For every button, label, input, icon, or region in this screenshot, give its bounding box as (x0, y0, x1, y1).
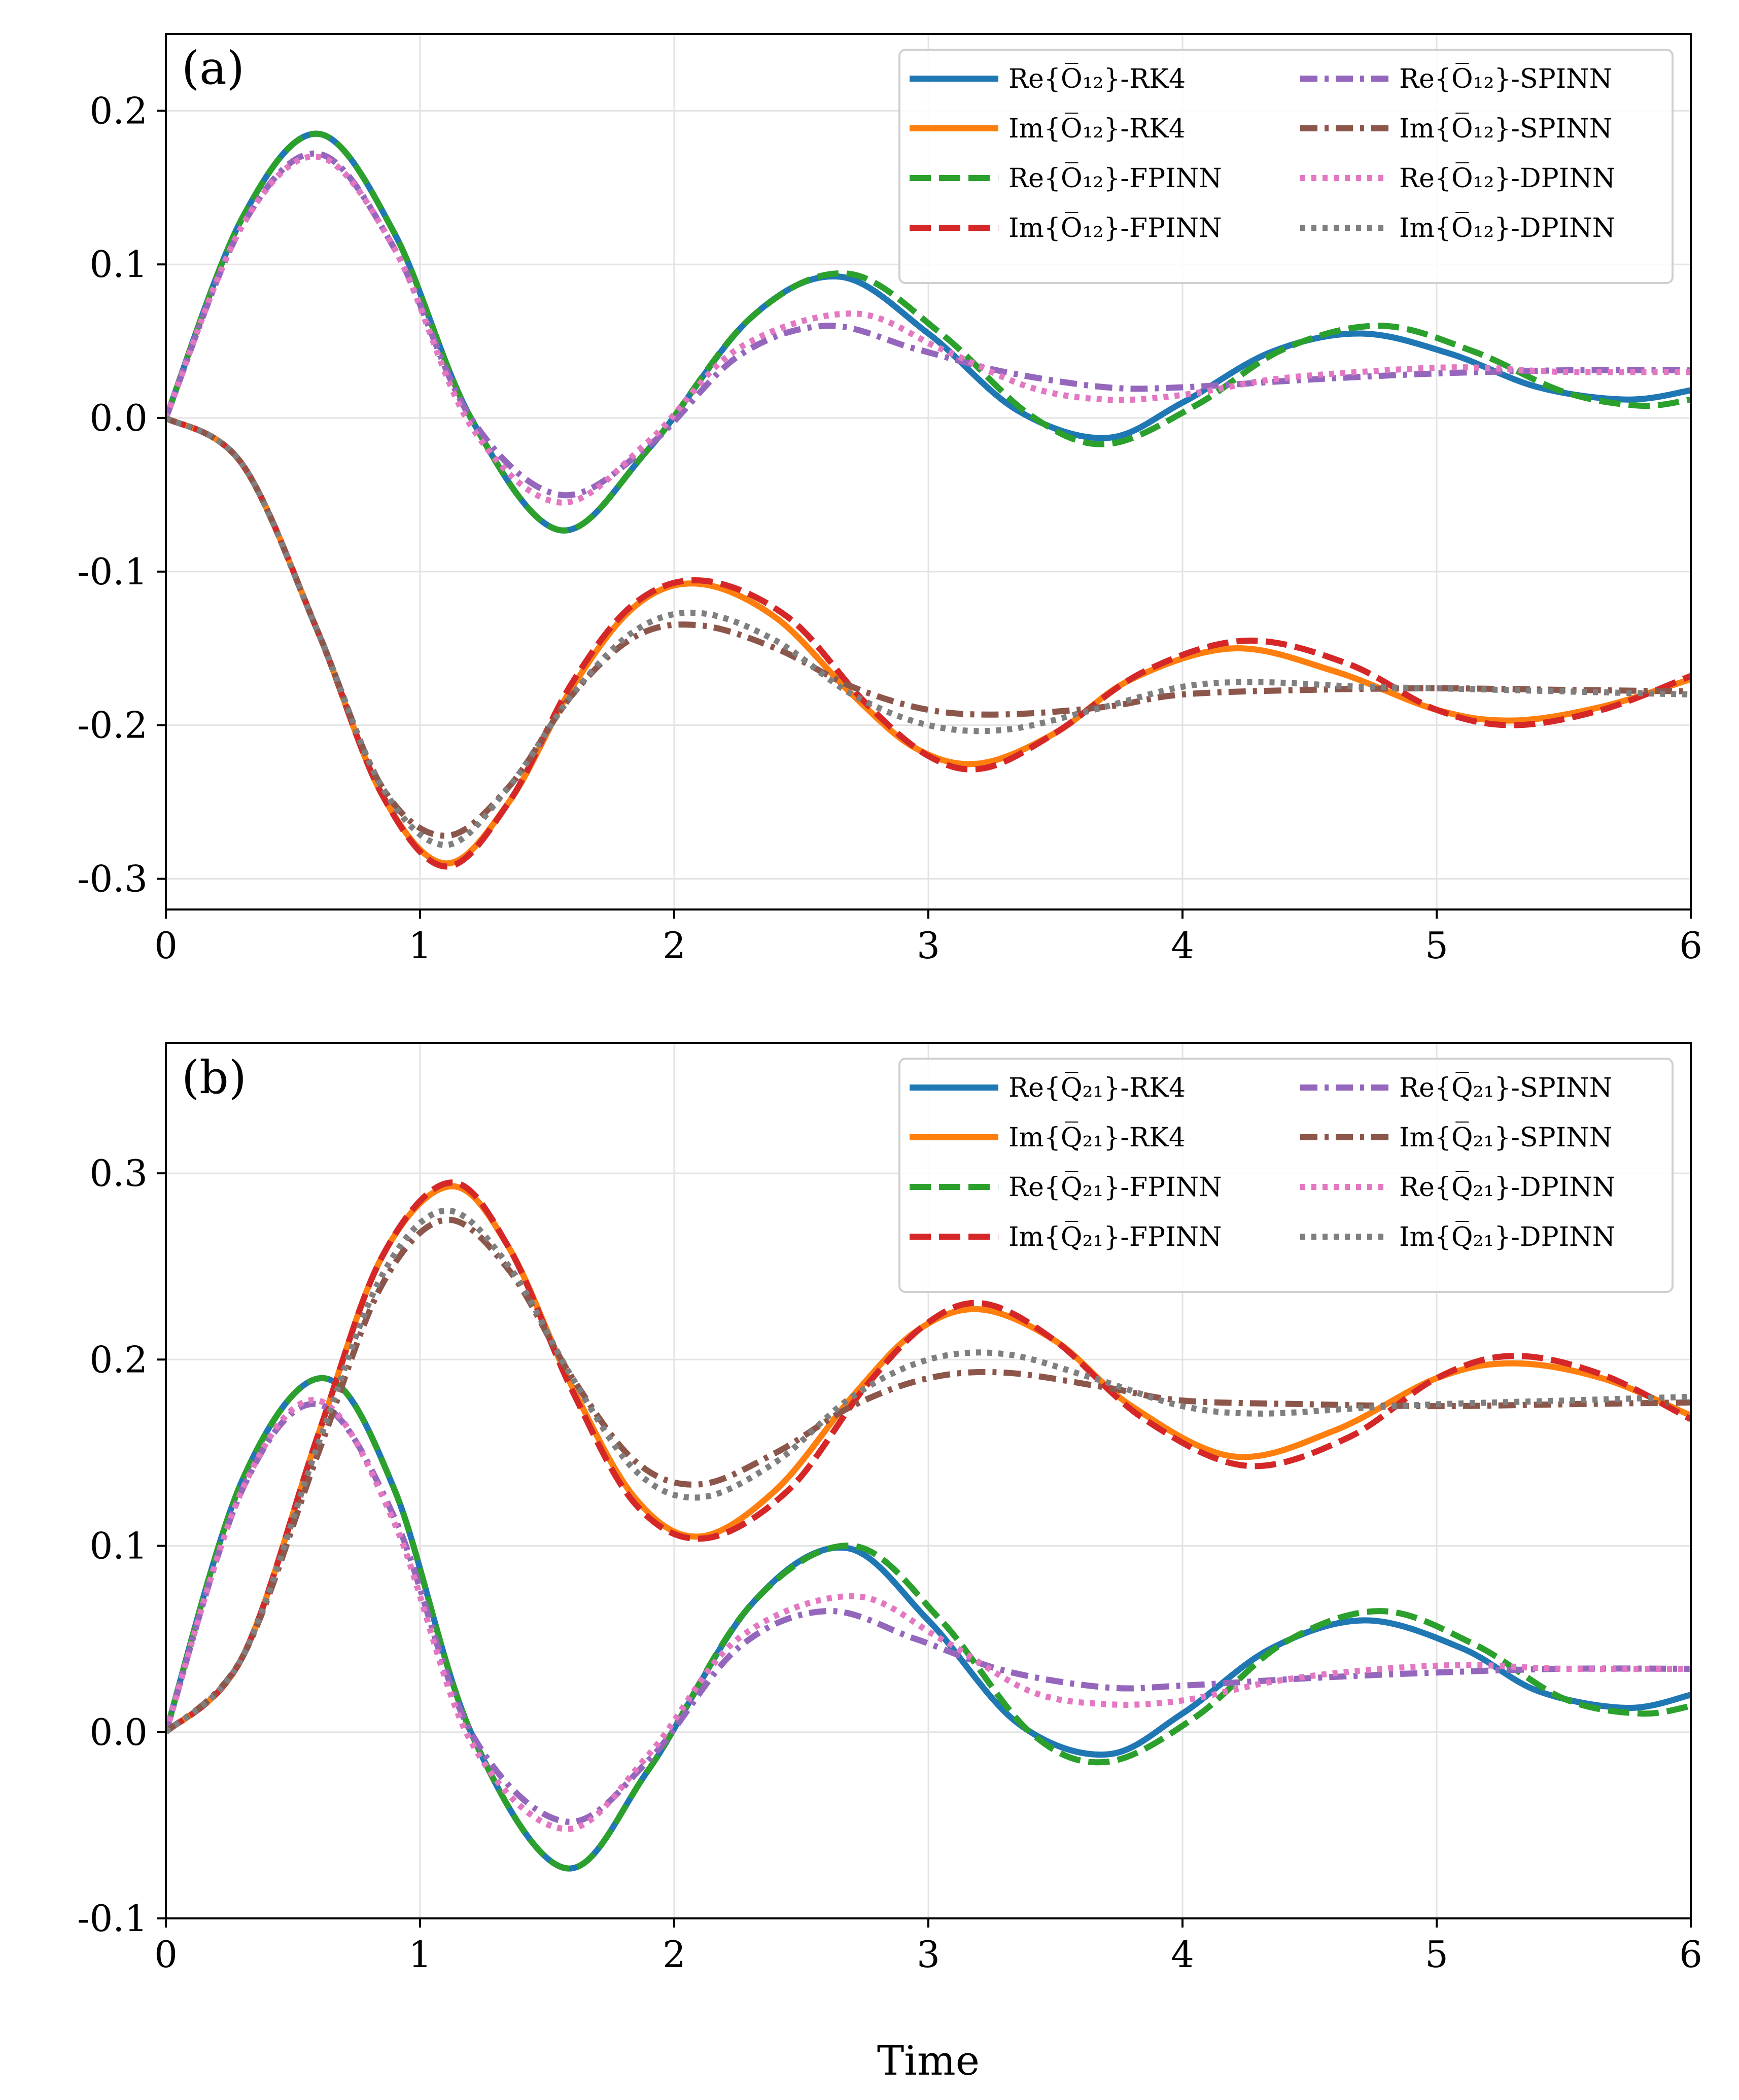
series-line-im-spinn (166, 1216, 1691, 1735)
series-line-re-rk4 (166, 130, 1691, 534)
legend-label: Im{Q̅₂₁}-DPINN (1399, 1220, 1615, 1252)
ticks-a: 0 1 2 3 4 5 6 -0.3 -0.2 -0.1 0.0 0.1 0.2 (77, 89, 1702, 967)
x-tick-label: 0 (154, 1933, 178, 1976)
series-line-re-fpinn (166, 130, 1691, 534)
panel-label-a: (a) (182, 42, 245, 95)
x-tick-label: 0 (154, 924, 178, 967)
legend-box (898, 49, 1674, 284)
series-a (166, 130, 1691, 870)
x-tick-label: 5 (1425, 924, 1448, 967)
legend-label: Im{Q̅₂₁}-SPINN (1399, 1121, 1612, 1153)
series-line-re-dpinn (166, 1397, 1691, 1832)
ticks-b: 0 1 2 3 4 5 6 -0.1 0.0 0.1 0.2 0.3 (77, 1152, 1702, 1976)
y-tick-label: 0.1 (89, 243, 148, 286)
series-line-im-dpinn (166, 1207, 1691, 1735)
panel-a: 0 1 2 3 4 5 6 -0.3 -0.2 -0.1 0.0 0.1 0.2 (a) Re{O̅₁₂… (77, 33, 1702, 967)
series-line-re-dpinn (166, 153, 1691, 506)
x-tick-label: 3 (917, 924, 940, 967)
x-tick-label: 6 (1679, 1933, 1702, 1976)
legend-label: Im{O̅₁₂}-SPINN (1399, 112, 1612, 144)
series-line-im-rk4 (166, 1183, 1691, 1735)
legend-label: Im{Q̅₂₁}-RK4 (1008, 1121, 1186, 1153)
y-tick-label: 0.2 (89, 89, 148, 132)
legend-label: Im{O̅₁₂}-FPINN (1008, 212, 1222, 243)
legend-b: Re{Q̅₂₁}-RK4 Im{Q̅₂₁}-RK4 Re{Q̅₂₁}-FPINN Im… (898, 1058, 1674, 1293)
x-tick-label: 2 (663, 924, 686, 967)
legend-label: Im{Q̅₂₁}-FPINN (1008, 1220, 1222, 1252)
x-tick-label: 6 (1679, 924, 1702, 967)
y-tick-label: 0.0 (89, 1711, 148, 1754)
x-axis-label: Time (877, 2037, 980, 2084)
legend-label: Re{O̅₁₂}-SPINN (1399, 62, 1612, 94)
x-tick-label: 4 (1171, 1933, 1194, 1976)
y-tick-label: -0.2 (77, 704, 148, 747)
x-tick-label: 4 (1171, 924, 1194, 967)
x-tick-label: 2 (663, 1933, 686, 1976)
y-tick-label: -0.3 (77, 857, 148, 900)
y-tick-label: 0.2 (89, 1338, 148, 1381)
x-tick-label: 5 (1425, 1933, 1448, 1976)
legend-label: Re{Q̅₂₁}-DPINN (1399, 1171, 1615, 1203)
legend-label: Im{O̅₁₂}-DPINN (1399, 212, 1615, 243)
y-tick-label: 0.3 (89, 1152, 148, 1195)
series-line-im-fpinn (166, 415, 1691, 870)
x-tick-label: 3 (917, 1933, 940, 1976)
y-tick-label: 0.1 (89, 1525, 148, 1567)
grid-a (165, 34, 1692, 909)
legend-label: Im{O̅₁₂}-RK4 (1008, 112, 1186, 144)
legend-label: Re{Q̅₂₁}-FPINN (1008, 1171, 1222, 1203)
legend-a: Re{O̅₁₂}-RK4 Im{O̅₁₂}-RK4 Re{O̅₁₂}-FPINN Im… (898, 49, 1674, 284)
legend-label: Re{Q̅₂₁}-RK4 (1008, 1071, 1186, 1103)
legend-label: Re{O̅₁₂}-RK4 (1008, 62, 1186, 94)
panel-b: 0 1 2 3 4 5 6 -0.1 0.0 0.1 0.2 0.3 (b) Re{Q̅₂₁}-RK4… (77, 1042, 1702, 1976)
series-line-im-fpinn (166, 1179, 1691, 1735)
legend-label: Re{O̅₁₂}-FPINN (1008, 162, 1222, 194)
series-b (166, 1179, 1691, 1872)
x-tick-label: 1 (408, 1933, 432, 1976)
legend-label: Re{Q̅₂₁}-SPINN (1399, 1071, 1612, 1103)
y-tick-label: -0.1 (77, 1897, 148, 1940)
panel-label-b: (b) (182, 1051, 247, 1104)
legend-label: Re{O̅₁₂}-DPINN (1399, 162, 1615, 194)
legend-box (898, 1058, 1674, 1293)
y-tick-label: -0.1 (77, 550, 148, 593)
series-line-im-spinn (166, 415, 1691, 839)
series-line-re-spinn (166, 150, 1691, 499)
series-line-re-fpinn (166, 1375, 1691, 1872)
x-tick-label: 1 (408, 924, 432, 967)
y-tick-label: 0.0 (89, 397, 148, 439)
